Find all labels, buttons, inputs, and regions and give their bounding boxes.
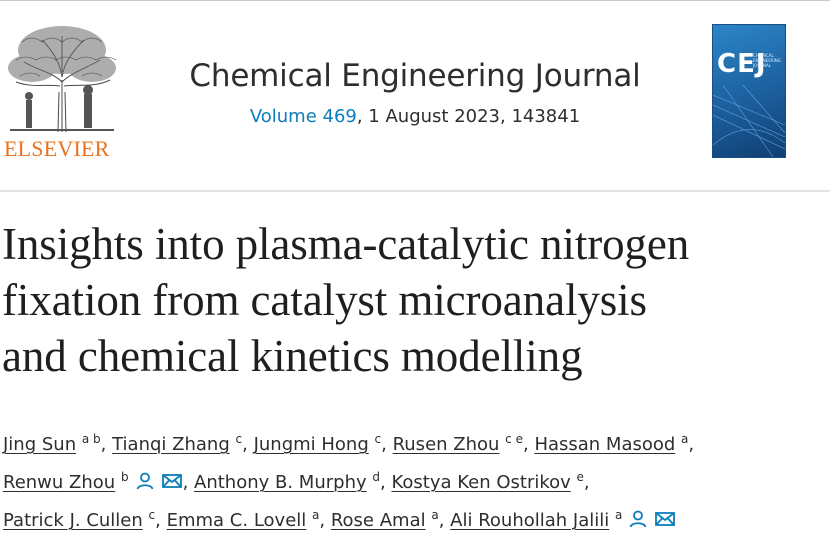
publisher-logo[interactable]: ELSEVIER: [2, 22, 120, 162]
article-title-line: fixation from catalyst microanalysis: [2, 275, 647, 325]
author-separator: ,: [242, 434, 248, 455]
author-separator: ,: [522, 434, 529, 455]
author-link[interactable]: Renwu Zhou: [3, 472, 116, 493]
author-link[interactable]: Jungmi Hong: [253, 434, 369, 455]
author-separator: ,: [688, 434, 695, 455]
author-separator: ,: [182, 472, 189, 493]
cover-subtitle: CHEMICAL ENGINEERING JOURNAL: [753, 53, 781, 68]
header-divider: [0, 190, 830, 192]
author-link[interactable]: Patrick J. Cullen: [3, 510, 143, 531]
person-icon[interactable]: [628, 509, 648, 529]
cover-acronym: CEJ: [717, 49, 767, 79]
author-affiliation: a b: [81, 432, 101, 446]
article-title-line: and chemical kinetics modelling: [2, 331, 583, 381]
envelope-icon[interactable]: [161, 471, 183, 491]
author-affiliation: b: [120, 470, 129, 484]
author-separator: ,: [381, 434, 387, 455]
journal-cover-image[interactable]: CEJ CHEMICAL ENGINEERING JOURNAL: [713, 25, 785, 157]
article-header: ELSEVIER Chemical Engineering Journal Vo…: [0, 0, 830, 190]
author-list: Jing Sun a b, Tianqi Zhang c, Jungmi Hon…: [3, 423, 823, 537]
author-affiliation: d: [372, 470, 380, 484]
author-link[interactable]: Ali Rouhollah Jalili: [450, 510, 610, 531]
author-separator: ,: [583, 472, 590, 493]
author-separator: ,: [438, 510, 445, 531]
journal-title-link[interactable]: Chemical Engineering Journal: [189, 58, 641, 94]
issue-line: Volume 469, 1 August 2023, 143841: [150, 106, 680, 127]
author-link[interactable]: Rose Amal: [330, 510, 426, 531]
author-link[interactable]: Emma C. Lovell: [166, 510, 307, 531]
volume-link[interactable]: Volume 469: [249, 106, 357, 127]
top-divider: [0, 0, 830, 1]
person-icon[interactable]: [135, 471, 155, 491]
author-link[interactable]: Hassan Masood: [534, 434, 676, 455]
publisher-wordmark: ELSEVIER: [4, 136, 110, 161]
elsevier-tree-icon: [8, 26, 117, 133]
author-affiliation: c e: [505, 432, 523, 446]
author-link[interactable]: Kostya Ken Ostrikov: [391, 472, 571, 493]
author-link[interactable]: Jing Sun: [3, 434, 77, 455]
author-separator: ,: [100, 434, 107, 455]
author-link[interactable]: Anthony B. Murphy: [194, 472, 367, 493]
author-affiliation: c: [235, 432, 243, 446]
author-affiliation: c: [374, 432, 382, 446]
author-affiliation: a: [431, 508, 439, 522]
author-affiliation: c: [148, 508, 156, 522]
envelope-icon[interactable]: [654, 509, 676, 529]
journal-info: Chemical Engineering Journal Volume 469,…: [150, 58, 680, 127]
author-separator: ,: [155, 510, 161, 531]
author-affiliation: a: [615, 508, 623, 522]
issue-details: , 1 August 2023, 143841: [356, 106, 581, 127]
author-separator: ,: [380, 472, 386, 493]
cover-graphic: [713, 85, 785, 157]
author-link[interactable]: Rusen Zhou: [392, 434, 500, 455]
author-link[interactable]: Tianqi Zhang: [112, 434, 230, 455]
article-title-line: Insights into plasma-catalytic nitrogen: [2, 219, 690, 269]
author-affiliation: a: [312, 508, 320, 522]
article-title: Insights into plasma-catalytic nitrogen …: [2, 216, 822, 384]
author-separator: ,: [319, 510, 326, 531]
author-affiliation: e: [576, 470, 584, 484]
author-affiliation: a: [681, 432, 689, 446]
